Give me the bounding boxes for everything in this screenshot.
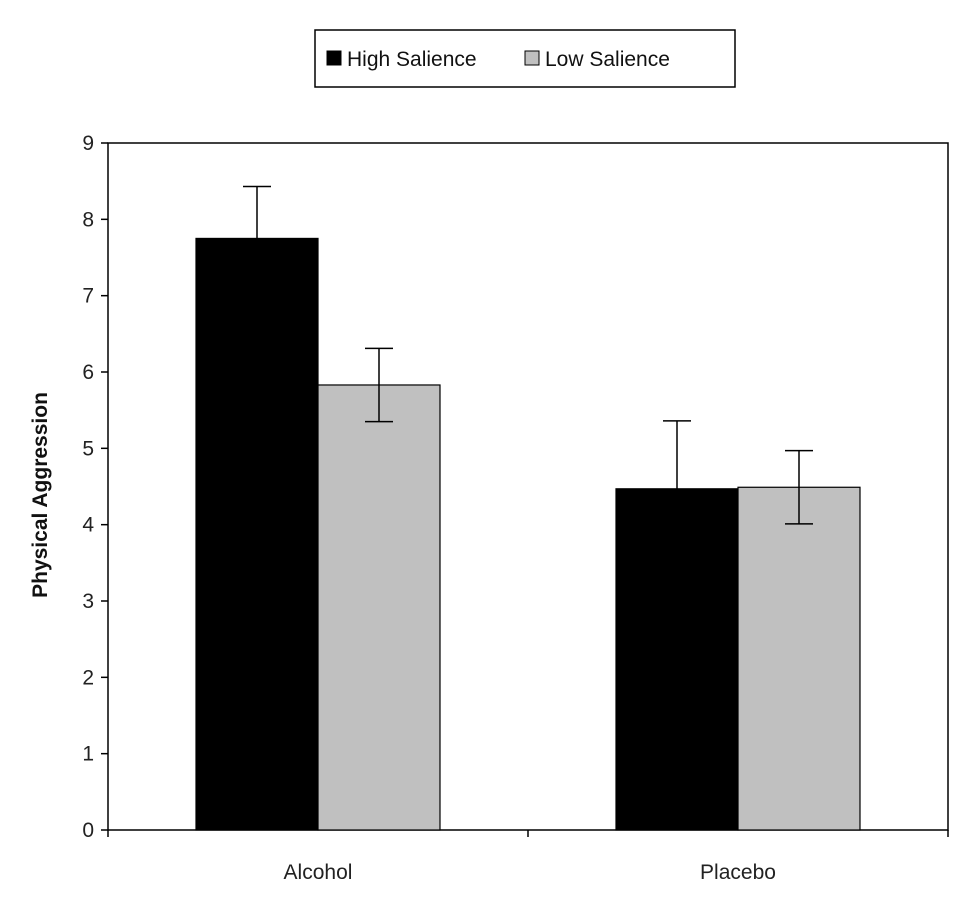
y-tick-label: 1: [82, 743, 94, 766]
y-tick-label: 4: [82, 514, 94, 537]
y-tick-label: 0: [82, 819, 94, 842]
bar-high-salience-alcohol: [195, 237, 319, 831]
y-tick-label: 7: [82, 285, 94, 308]
y-tick-label: 3: [82, 590, 94, 613]
bar-low-salience-placebo: [737, 486, 861, 831]
legend: High Salience Low Salience: [314, 29, 736, 88]
y-axis-label: Physical Aggression: [29, 392, 52, 598]
y-tick-label: 5: [82, 437, 94, 460]
legend-entry: High Salience: [347, 48, 477, 71]
y-tick-label: 2: [82, 666, 94, 689]
category-label: Alcohol: [284, 861, 353, 884]
y-tick-label: 8: [82, 208, 94, 231]
legend-entry: Low Salience: [545, 48, 670, 71]
y-tick-label: 9: [82, 132, 94, 155]
category-label: Placebo: [700, 861, 776, 884]
legend-swatch: [524, 50, 540, 66]
legend-swatch: [326, 50, 342, 66]
bar-low-salience-alcohol: [317, 384, 441, 831]
y-tick-label: 6: [82, 361, 94, 384]
plot-area: 0 1 2 3 4 5 6 7 8 9 Alcohol Placebo: [82, 132, 949, 884]
